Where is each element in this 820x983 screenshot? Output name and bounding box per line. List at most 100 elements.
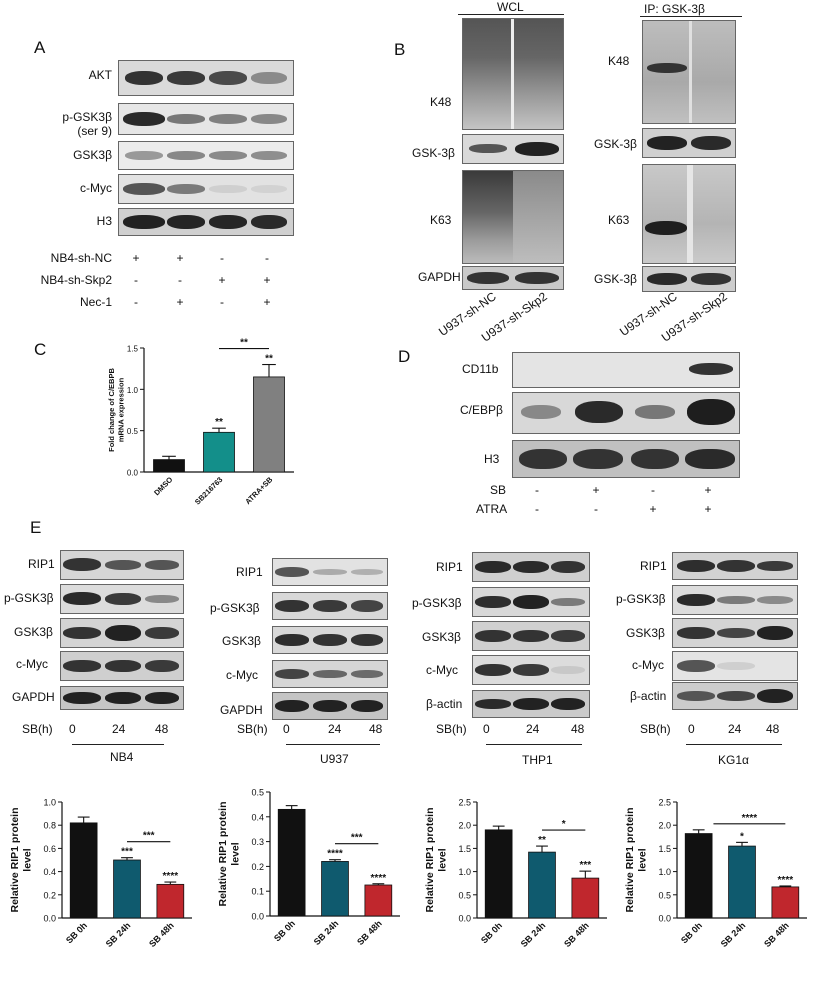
category-label: SB 24h [719, 920, 748, 949]
panel-e-u937-sb-label: SB(h) [237, 722, 268, 736]
panel-b-right-row-label: K63 [608, 213, 630, 227]
bar [69, 822, 98, 919]
panel-e-kg1a-blot-cmyc [672, 651, 798, 681]
bar [153, 459, 185, 473]
significance-label: *** [579, 860, 591, 871]
panel-e-kg1a-blot-pgsk3b [672, 585, 798, 615]
y-tick-label: 1.0 [127, 386, 139, 395]
panel-b-left-row-label: K63 [430, 213, 452, 227]
significance-label: **** [327, 849, 343, 860]
y-tick-label: 0.8 [43, 821, 56, 831]
panel-a-condition-label: NB4-sh-NC [50, 251, 112, 265]
panel-b-blot-ip-k63 [642, 164, 736, 264]
panel-d-sign: + [592, 483, 600, 497]
panel-e-thp1-row-label: c-Myc [426, 663, 458, 677]
y-axis-label: level [22, 848, 34, 871]
y-tick-label: 1.5 [658, 844, 671, 854]
bar [771, 886, 800, 919]
panel-b-right-row-label: GSK-3β [594, 137, 637, 151]
panel-d-sign: - [651, 483, 655, 497]
y-tick-label: 2.0 [458, 821, 471, 831]
category-label: SB 48h [562, 920, 591, 949]
panel-a-row-label: GSK3β [73, 148, 112, 162]
y-tick-label: 0.2 [251, 862, 264, 872]
y-tick-label: 0.5 [658, 890, 671, 900]
panel-e-thp1-sb-label: SB(h) [436, 722, 467, 736]
category-label: SB 24h [104, 920, 133, 949]
category-label: SB 48h [355, 918, 384, 947]
panel-e-thp1-chart: 0.0 0.5 1.0 1.5 2.0 2.5 Relative RIP1 protein l… [424, 798, 607, 949]
panel-b-left-row-label: K48 [430, 95, 452, 109]
y-tick-label: 2.0 [658, 821, 671, 831]
panel-e-thp1-tp: 24 [526, 722, 540, 736]
panel-e-nb4-row-label: GAPDH [12, 690, 55, 704]
significance-label: **** [778, 875, 794, 886]
significance-label: * [740, 831, 744, 842]
y-tick-label: 0.0 [458, 914, 471, 924]
panel-e-kg1a-sb-label: SB(h) [640, 722, 671, 736]
panel-e-u937-tp: 0 [283, 722, 290, 736]
bar [321, 861, 349, 917]
panel-d-row-label: CD11b [462, 362, 499, 376]
panel-a-blot-gsk3b [118, 141, 294, 170]
y-axis-label: level [437, 848, 449, 871]
panel-e-nb4-tp: 0 [69, 722, 76, 736]
panel-e-kg1a-tp: 48 [766, 722, 780, 736]
panel-d-sign: + [649, 502, 657, 516]
panel-b-blot-ip-gsk3b [642, 128, 736, 158]
panel-e-thp1-blot-bactin [472, 690, 590, 718]
significance-label: **** [371, 873, 387, 884]
significance-label: ** [215, 417, 223, 428]
panel-d-blot-h3 [512, 440, 740, 478]
panel-e-nb4-row-label: RIP1 [28, 557, 55, 571]
panel-a-blot-pgsk3b [118, 103, 294, 135]
y-tick-label: 0.0 [251, 912, 264, 922]
panel-e-u937-row-label: GSK3β [222, 634, 261, 648]
category-label: DMSO [152, 475, 174, 497]
bracket-label: *** [351, 833, 363, 844]
bar [253, 376, 285, 473]
panel-a-condition-label: NB4-sh-Skp2 [40, 273, 112, 287]
panel-a-blot-cmyc [118, 174, 294, 204]
panel-e-thp1-tp: 0 [483, 722, 490, 736]
y-tick-label: 0.4 [43, 867, 56, 877]
panel-e-thp1-blot-cmyc [472, 655, 590, 685]
category-label: SB 0h [64, 920, 89, 945]
panel-b-blot-wcl-gsk3b [462, 134, 564, 164]
bar [484, 829, 513, 919]
panel-e-nb4-row-label: GSK3β [14, 625, 53, 639]
panel-a-sign: - [220, 251, 224, 265]
y-tick-label: 1.5 [458, 844, 471, 854]
y-axis-label: mRNA expression [117, 377, 126, 442]
panel-e-kg1a-blot-gsk3b [672, 618, 798, 648]
panel-e-thp1-underline [486, 744, 582, 745]
panel-b-left-row-label: GSK-3β [412, 146, 455, 160]
bar [364, 884, 393, 917]
y-tick-label: 0.5 [458, 890, 471, 900]
panel-a-sign: - [134, 295, 138, 309]
bar [728, 845, 756, 919]
y-tick-label: 1.0 [43, 798, 56, 808]
panel-b-blot-wcl-gapdh [462, 266, 564, 290]
y-tick-label: 2.5 [458, 798, 471, 808]
panel-e-nb4-row-label: c-Myc [16, 657, 48, 671]
panel-e-u937-blot-pgsk3b [272, 592, 388, 620]
panel-d-condition-label: ATRA [476, 502, 508, 516]
panel-e-nb4-blot-cmyc [60, 651, 184, 681]
category-label: SB 48h [147, 920, 176, 949]
y-axis-label: Relative RIP1 protein [424, 807, 436, 912]
y-tick-label: 0.0 [658, 914, 671, 924]
panel-b-left-header-line [458, 14, 564, 15]
y-tick-label: 0.5 [251, 788, 264, 798]
panel-d-sign: - [535, 483, 539, 497]
panel-a-sign: + [176, 251, 184, 265]
panel-b-right-row-label: GSK-3β [594, 272, 637, 286]
panel-a-sign: - [220, 295, 224, 309]
bar [277, 808, 306, 917]
bar [156, 883, 185, 919]
panel-e-u937-tp: 24 [328, 722, 342, 736]
panel-e-nb4-blot-gapdh [60, 686, 184, 710]
panel-d-condition-label: SB [490, 483, 507, 497]
bracket-label: * [562, 819, 566, 830]
y-tick-label: 1.5 [127, 345, 139, 354]
